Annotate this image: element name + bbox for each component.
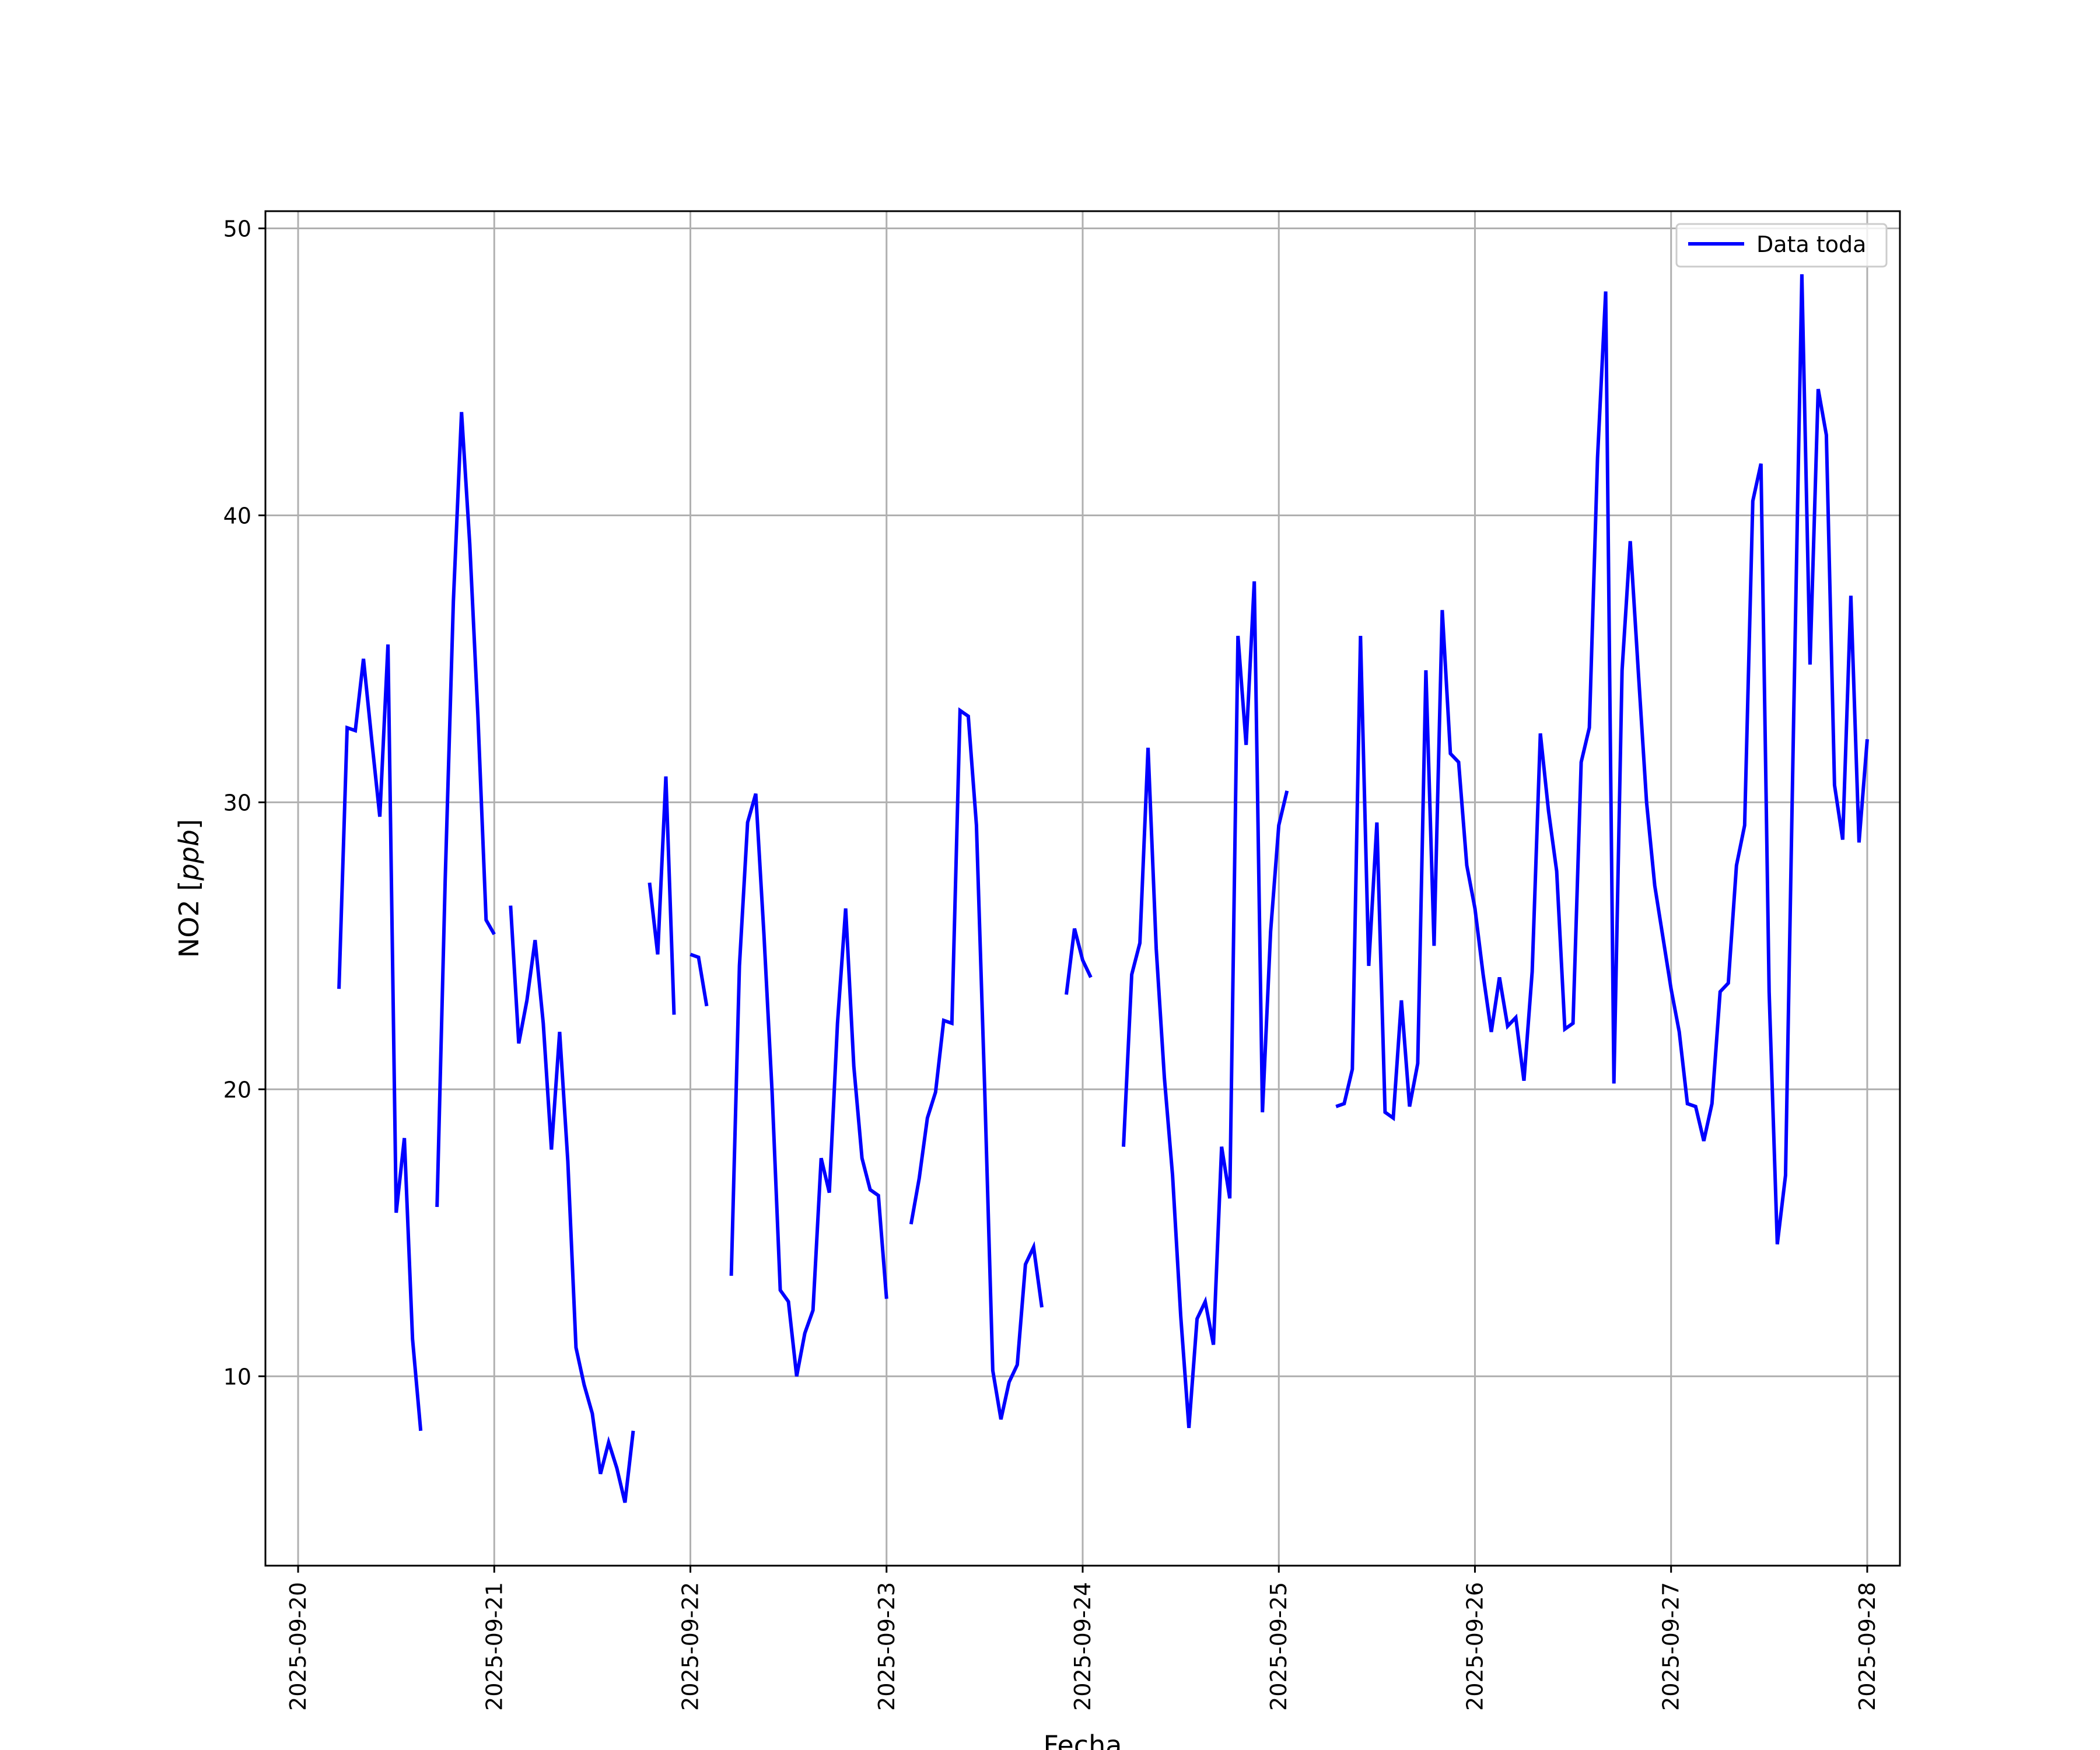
y-axis-label: NO2 [ppb] [173,819,205,958]
x-tick-label: 2025-09-22 [678,1582,704,1711]
legend: Data toda [1675,223,1888,268]
legend-box [1675,223,1888,268]
y-axis-label-unit: ppb [173,830,205,881]
series-segment [1122,581,1289,1429]
x-axis-label: Fecha [1044,1730,1122,1750]
series-segment [509,905,635,1503]
y-axis-label-close: ] [173,819,205,830]
series-segment [1065,928,1093,995]
legend-label: Data toda [1756,232,1866,257]
x-tick-label: 2025-09-27 [1658,1582,1684,1711]
x-tick-label: 2025-09-20 [285,1582,311,1711]
x-tick-label: 2025-09-26 [1462,1582,1488,1711]
grid [265,211,1900,1566]
series-segment [648,776,676,1015]
x-tick-label: 2025-09-28 [1854,1582,1880,1711]
series-segment [690,953,709,1007]
series-segment [337,644,423,1432]
y-tick-label: 20 [223,1077,251,1102]
y-axis: 10 20 30 40 50 [223,216,265,1390]
x-tick-label: 2025-09-24 [1070,1582,1096,1711]
y-tick-label: 50 [223,216,251,242]
series-segment [1335,274,1869,1245]
x-tick-label: 2025-09-25 [1266,1582,1292,1711]
series-segment [909,707,1044,1420]
x-tick-label: 2025-09-23 [874,1582,900,1711]
y-tick-label: 10 [223,1364,251,1390]
series-line-data-toda [337,274,1869,1503]
x-tick-label: 2025-09-21 [481,1582,507,1711]
x-axis: 2025-09-20 2025-09-21 2025-09-22 2025-09-23… [285,1566,1880,1711]
y-tick-label: 30 [223,790,251,816]
series-segment [729,793,888,1377]
series-segment [435,412,496,1208]
y-axis-label-main: NO2 [ [173,881,205,958]
y-tick-label: 40 [223,503,251,528]
